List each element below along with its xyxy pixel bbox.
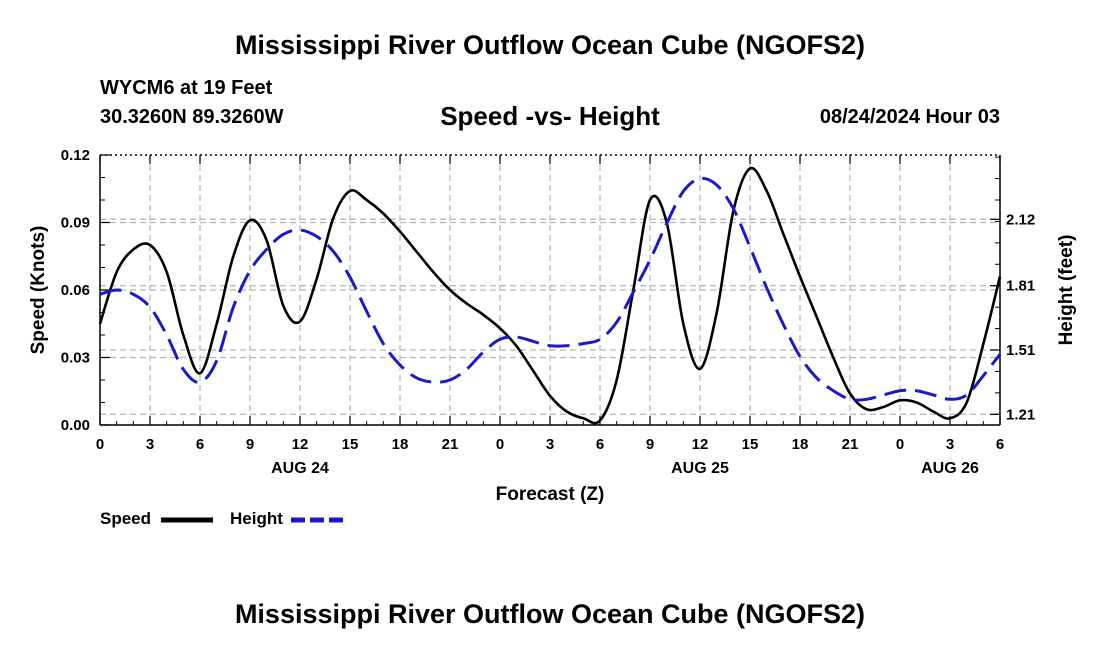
chart-grid	[100, 155, 1000, 425]
x-tick-label: 3	[146, 436, 154, 453]
page-title: Mississippi River Outflow Ocean Cube (NG…	[234, 30, 866, 60]
x-tick-label: 18	[392, 436, 409, 453]
date-label: AUG 24	[271, 460, 329, 477]
forecast-datetime: 08/24/2024 Hour 03	[819, 106, 1000, 128]
y2-tick-label: 2.12	[1006, 211, 1035, 228]
footer-title: Mississippi River Outflow Ocean Cube (NG…	[234, 599, 866, 629]
x-tick-label: 0	[96, 436, 104, 453]
x-tick-label: 6	[196, 436, 204, 453]
legend-height-label: Height	[230, 509, 283, 528]
x-tick-label: 18	[792, 436, 809, 453]
x-tick-label: 9	[246, 436, 254, 453]
y-tick-label: 0.09	[61, 215, 90, 232]
date-label: AUG 26	[921, 460, 979, 477]
y-tick-label: 0.03	[61, 350, 90, 367]
chart-axes	[99, 154, 1001, 426]
y-axis-title: Speed (Knots)	[28, 226, 49, 355]
x-tick-label: 0	[496, 436, 504, 453]
x-tick-label: 21	[442, 436, 459, 453]
height-series-line	[99, 176, 1002, 402]
y-tick-label: 0.00	[61, 417, 90, 434]
x-tick-label: 3	[946, 436, 954, 453]
x-tick-label: 6	[996, 436, 1004, 453]
speed-series-line	[98, 166, 1002, 425]
y-tick-label: 0.12	[61, 147, 90, 164]
speed-height-chart: 0 3 6 9 12 15 18 21 0 3 6 9 12 15 18 21 0 3 6 0.00 0.03 0.06 0…	[28, 147, 1077, 505]
x-tick-label: 12	[692, 436, 709, 453]
y2-tick-label: 1.81	[1006, 278, 1035, 295]
x-tick-label: 6	[596, 436, 604, 453]
y2-axis-title: Height (feet)	[1056, 235, 1077, 346]
y2-tick-label: 1.51	[1006, 342, 1035, 359]
date-label: AUG 25	[671, 460, 729, 477]
x-tick-label: 9	[646, 436, 654, 453]
x-tick-label: 12	[292, 436, 309, 453]
x-tick-label: 3	[546, 436, 554, 453]
legend-height-swatch	[291, 517, 343, 523]
station-label: WYCM6 at 19 Feet	[100, 77, 273, 99]
legend-speed-label: Speed	[100, 509, 152, 528]
legend-speed-swatch	[161, 517, 213, 523]
y2-tick-label: 1.21	[1006, 406, 1035, 423]
x-tick-label: 15	[342, 436, 359, 453]
station-coordinates: 30.3260N 89.3260W	[100, 106, 284, 128]
chart-subtitle: Speed -vs- Height	[440, 101, 660, 131]
x-tick-label: 21	[842, 436, 859, 453]
chart-series	[98, 166, 1002, 425]
y-tick-label: 0.06	[61, 282, 90, 299]
x-tick-label: 0	[896, 436, 904, 453]
x-axis-title: Forecast (Z)	[496, 484, 605, 505]
x-tick-label: 15	[742, 436, 759, 453]
chart-labels: 0 3 6 9 12 15 18 21 0 3 6 9 12 15 18 21 0 3 6 0.00 0.03 0.06 0…	[28, 147, 1077, 505]
